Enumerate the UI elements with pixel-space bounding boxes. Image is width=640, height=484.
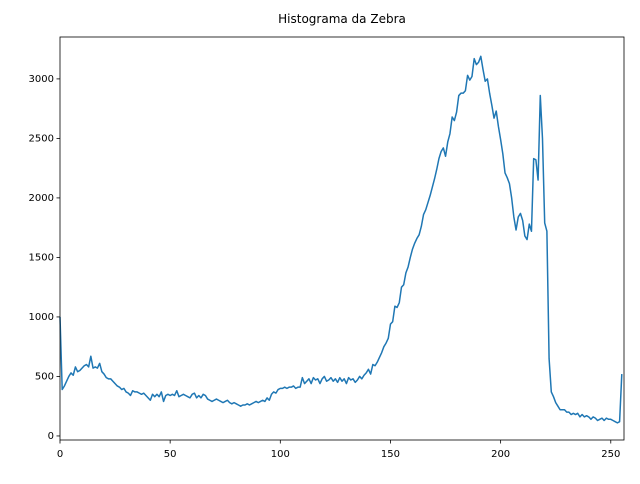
y-tick-label: 2000	[29, 193, 54, 204]
y-tick-label: 1000	[29, 312, 54, 323]
x-tick-label: 100	[271, 449, 290, 460]
chart-title: Histograma da Zebra	[278, 12, 406, 26]
x-tick-label: 150	[381, 449, 400, 460]
x-tick-label: 200	[491, 449, 510, 460]
data-line	[59, 55, 623, 424]
x-tick-label: 250	[601, 449, 620, 460]
x-tick-label: 50	[164, 449, 177, 460]
plot-frame	[59, 36, 625, 441]
y-tick-label: 1500	[29, 252, 54, 263]
y-tick-label: 2500	[29, 133, 54, 144]
y-tick-label: 500	[35, 371, 54, 382]
y-tick-label: 0	[48, 431, 54, 442]
x-tick-label: 0	[57, 449, 63, 460]
y-tick-label: 3000	[29, 74, 54, 85]
